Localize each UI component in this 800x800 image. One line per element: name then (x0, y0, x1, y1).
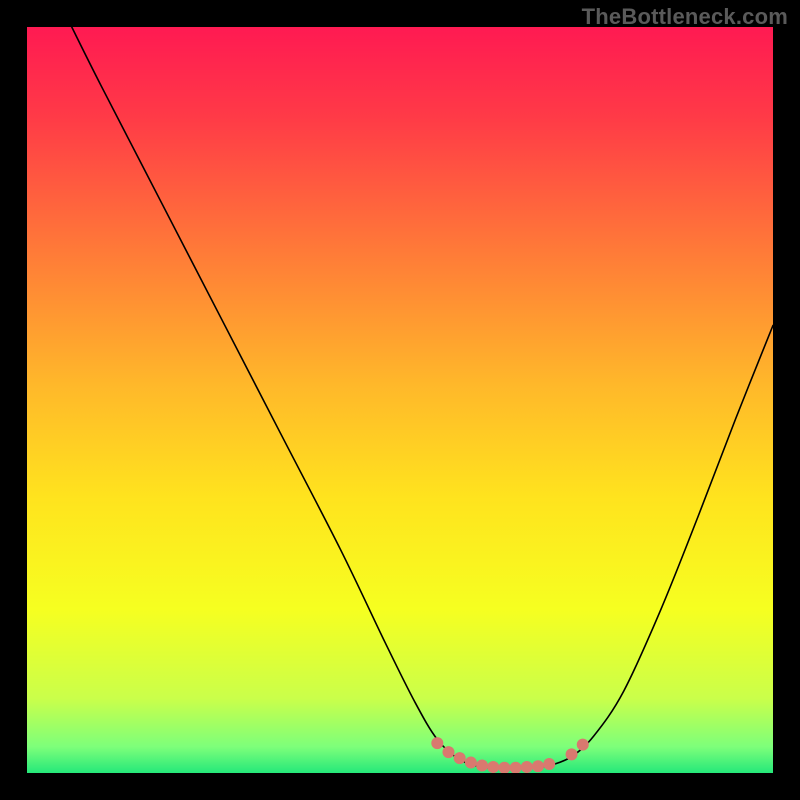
optimal-zone-dot (577, 739, 589, 751)
optimal-zone-dot (465, 757, 477, 769)
optimal-zone-dot (532, 760, 544, 772)
chart-frame: TheBottleneck.com (0, 0, 800, 800)
plot-area (27, 27, 773, 773)
optimal-zone-dot (566, 748, 578, 760)
bottleneck-curve-chart (27, 27, 773, 773)
gradient-background (27, 27, 773, 773)
optimal-zone-dot (487, 761, 499, 773)
optimal-zone-dot (543, 758, 555, 770)
optimal-zone-dot (521, 761, 533, 773)
optimal-zone-dot (431, 737, 443, 749)
optimal-zone-dot (476, 760, 488, 772)
optimal-zone-dot (454, 752, 466, 764)
optimal-zone-dot (442, 746, 454, 758)
